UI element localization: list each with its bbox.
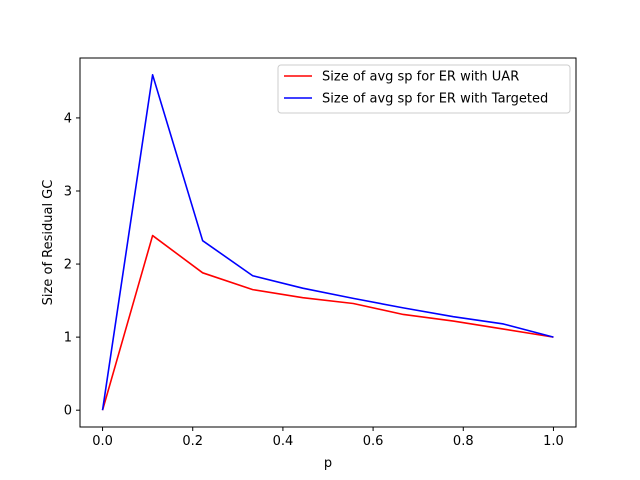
legend-box	[277, 64, 571, 114]
x-axis-label: p	[324, 456, 332, 471]
y-tick-label: 4	[64, 111, 72, 126]
series-line-0	[101, 234, 554, 411]
x-tick-label: 0.0	[92, 434, 113, 449]
x-tick-label: 0.2	[182, 434, 203, 449]
x-axis: 0.0 0.2 0.4 0.6 0.8 1.0	[92, 427, 564, 449]
x-tick-label: 1.0	[543, 434, 564, 449]
x-tick-label: 0.6	[363, 434, 384, 449]
x-tick-label: 0.8	[453, 434, 474, 449]
x-tick-label: 0.4	[273, 434, 294, 449]
legend-label-0: Size of avg sp for ER with UAR	[322, 70, 519, 85]
series-line-1	[101, 74, 554, 411]
y-axis-label: Size of Residual GC	[41, 180, 56, 306]
plot-area-frame	[79, 57, 577, 428]
series-layer	[101, 74, 554, 411]
legend-label-1: Size of avg sp for ER with Targeted	[322, 92, 548, 107]
y-axis: 0 1 2 3 4	[64, 111, 80, 419]
y-tick-label: 3	[64, 184, 72, 199]
legend: Size of avg sp for ER with UAR Size of av…	[277, 64, 571, 114]
y-tick-label: 1	[64, 331, 72, 346]
y-tick-label: 2	[64, 258, 72, 273]
y-tick-label: 0	[64, 404, 72, 419]
